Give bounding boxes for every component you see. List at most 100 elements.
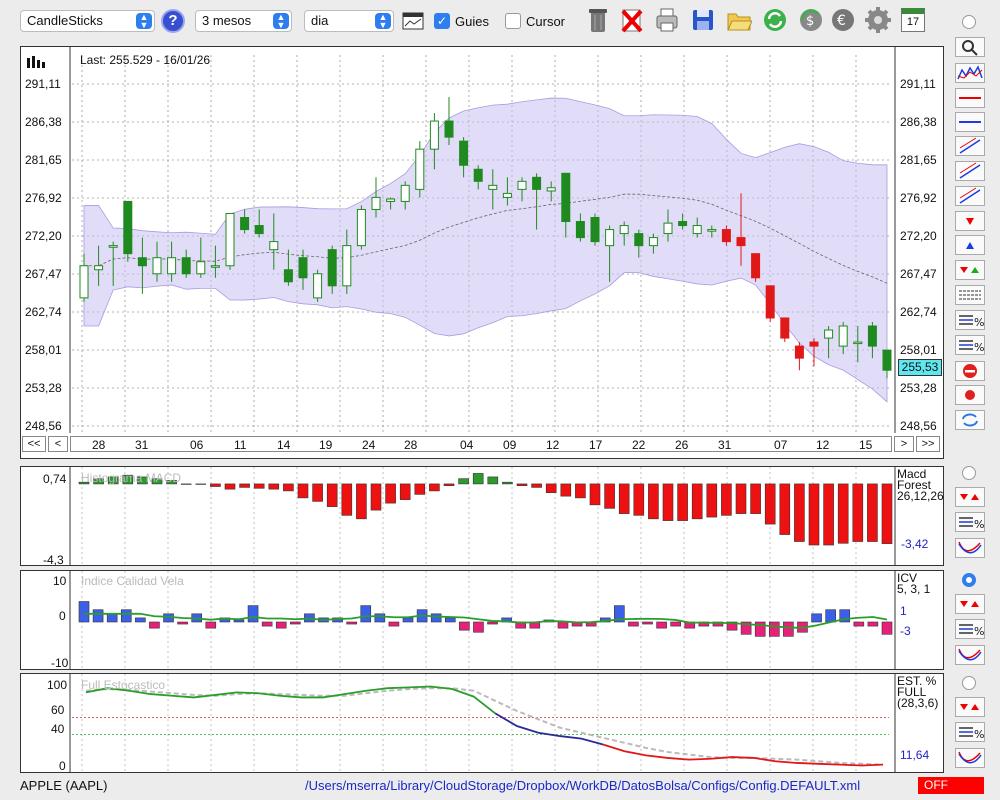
chart-type-select[interactable]: CandleSticks ▲ ▼ [20, 10, 155, 32]
nav-next-button[interactable]: > [894, 436, 914, 452]
percent-lines-icon[interactable]: % [955, 335, 985, 355]
panel-select-radio-main[interactable] [962, 15, 976, 29]
macd-bar [589, 483, 601, 506]
period-select[interactable]: 3 mesos ▲ ▼ [195, 10, 292, 32]
horizontal-red-line-icon[interactable] [955, 88, 985, 108]
macd-bar [341, 483, 353, 516]
y-tick-label: 276,92 [25, 191, 62, 205]
icv-bar [261, 621, 273, 627]
macd-bar [210, 483, 221, 487]
svg-text:%: % [974, 341, 984, 354]
arrows-icon[interactable] [955, 697, 985, 717]
arrow-up-icon[interactable] [955, 235, 985, 255]
date-scrollbar[interactable] [70, 436, 892, 452]
cursor-checkbox[interactable] [505, 13, 521, 29]
arrows-icon[interactable] [955, 487, 985, 507]
stochastic-chart[interactable] [21, 674, 943, 772]
macd-bar [721, 483, 732, 516]
macd-bar [385, 483, 396, 504]
macd-bar [618, 483, 630, 514]
price-chart-panel[interactable]: Last: 255.529 - 16/01/26 291,11 286,38 281… [20, 46, 944, 459]
save-icon[interactable] [690, 6, 716, 34]
lines-percent-icon[interactable]: % [955, 722, 985, 742]
icv-bar [825, 609, 836, 623]
drawing-icon[interactable] [955, 63, 985, 83]
svg-text:%: % [974, 625, 984, 638]
candle-body [678, 221, 688, 227]
icv-overlay-label: Indice Calidad Vela [81, 574, 184, 588]
arrows-icon[interactable] [955, 594, 985, 614]
macd-bar [253, 483, 265, 489]
curve-icon[interactable] [955, 748, 985, 768]
stochastic-panel[interactable]: Full Estocastico 100 60 40 0 EST. % FULL… [20, 673, 944, 773]
gear-icon[interactable] [865, 6, 891, 34]
macd-bar [429, 483, 440, 492]
curve-icon[interactable] [955, 538, 985, 558]
candle-body [167, 257, 177, 275]
price-chart[interactable] [21, 47, 943, 458]
curve-icon-glyph [958, 751, 982, 764]
bar-chart-icon[interactable] [27, 54, 49, 68]
y-tick-label: 286,38 [900, 115, 937, 129]
stoch-k-line-green [85, 685, 496, 715]
icv-value-bottom: -3 [900, 624, 911, 638]
panel-select-radio-macd[interactable] [962, 466, 976, 480]
swap-icon[interactable] [955, 410, 985, 430]
trash-icon[interactable] [585, 6, 611, 34]
help-icon[interactable]: ? [161, 9, 185, 33]
lines-percent-icon[interactable]: % [955, 619, 985, 639]
macd-chart[interactable] [21, 467, 943, 565]
panel-select-radio-icv[interactable] [962, 573, 976, 587]
euro-icon[interactable]: € [830, 6, 856, 34]
y-tick-label: 267,47 [25, 267, 62, 281]
icv-bar [867, 621, 879, 627]
percent-scale-icon[interactable]: % [955, 310, 985, 330]
config-path-link[interactable]: /Users/mserra/Library/CloudStorage/Dropb… [305, 778, 861, 793]
lines-percent-icon[interactable]: % [955, 512, 985, 532]
candle-body [794, 345, 804, 359]
interval-select[interactable]: dia ▲ ▼ [304, 10, 394, 32]
grid-lines-icon[interactable] [955, 285, 985, 305]
red-dot-icon[interactable] [955, 385, 985, 405]
icv-panel[interactable]: Indice Calidad Vela 10 0 -10 ICV 5, 3, 1… [20, 570, 944, 670]
candle-body [765, 285, 775, 319]
arrow-down-icon[interactable] [955, 211, 985, 231]
y-tick-label: 258,01 [900, 343, 937, 357]
fibonacci-icon[interactable] [955, 186, 985, 206]
zoom-icon[interactable] [955, 37, 985, 57]
chart-window-icon[interactable] [402, 10, 428, 38]
print-icon[interactable] [654, 6, 680, 34]
candle-body [386, 198, 396, 202]
no-entry-icon[interactable] [955, 361, 985, 381]
calendar-icon[interactable]: 17 [901, 8, 925, 32]
horizontal-blue-line-icon[interactable] [955, 112, 985, 132]
curve-icon[interactable] [955, 645, 985, 665]
x-tick-label: 15 [859, 438, 873, 452]
candle-body [429, 120, 439, 150]
macd-panel[interactable]: Histograma MACD 0,74 -4,3 Macd Forest 26… [20, 466, 944, 567]
icv-bar [430, 613, 442, 623]
icv-chart[interactable] [21, 571, 943, 669]
candle-body [327, 249, 337, 287]
icv-bar [881, 621, 893, 635]
sync-currency-icon[interactable]: $ [798, 6, 824, 34]
x-tick-label: 14 [277, 438, 291, 452]
nav-prev-button[interactable]: < [48, 436, 68, 452]
icv-params: 5, 3, 1 [897, 582, 931, 596]
no-entry-icon-glyph [963, 364, 977, 378]
nav-last-button[interactable]: >> [916, 436, 940, 452]
guides-checkbox[interactable]: ✓ [434, 13, 450, 29]
off-button[interactable]: OFF [918, 777, 984, 794]
open-folder-icon[interactable] [726, 6, 752, 34]
up-down-markers-icon[interactable] [955, 260, 985, 280]
delete-document-icon[interactable] [619, 6, 645, 34]
panel-select-radio-stoch[interactable] [962, 676, 976, 690]
channel-icon[interactable] [955, 136, 985, 156]
trendline-icon[interactable] [955, 161, 985, 181]
candle-body [751, 253, 761, 279]
nav-first-button[interactable]: << [22, 436, 46, 452]
icv-bar [149, 621, 160, 629]
candle-body [780, 317, 790, 339]
icv-y-bottom: -10 [51, 656, 69, 670]
refresh-icon[interactable] [762, 6, 788, 34]
